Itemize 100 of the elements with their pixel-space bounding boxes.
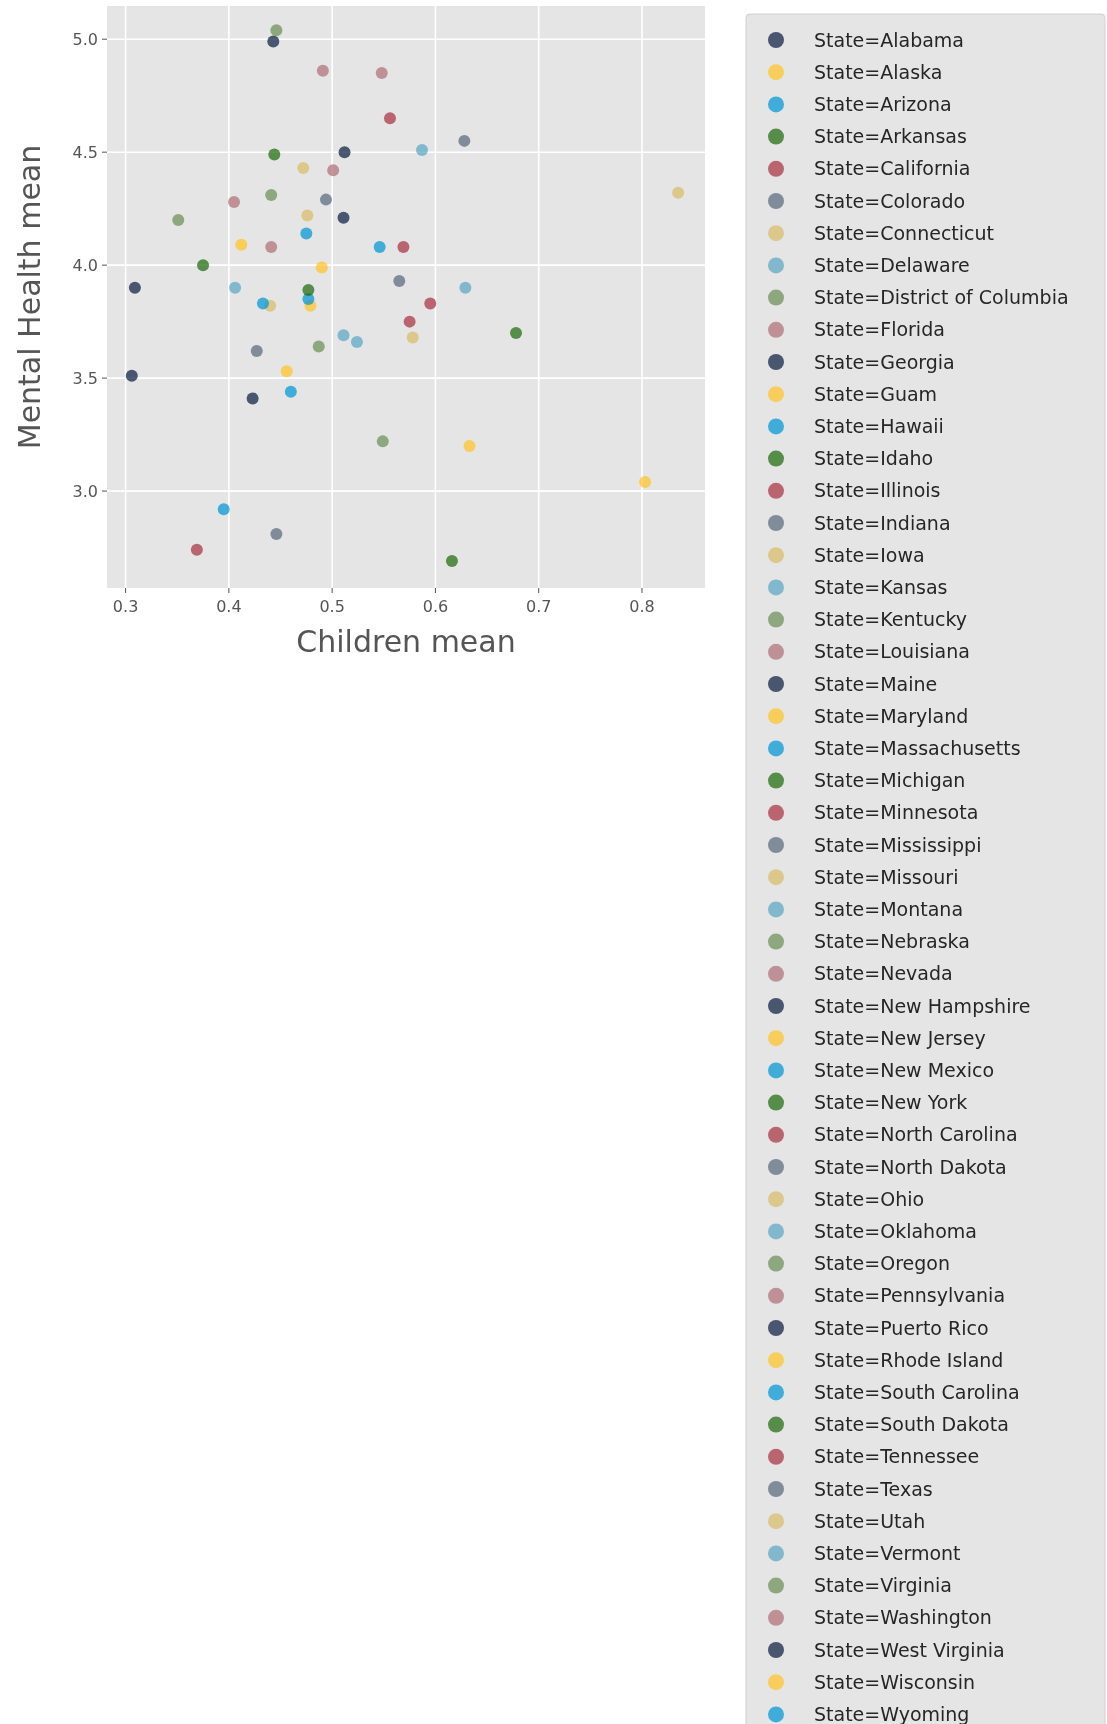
legend-label: State=Hawaii xyxy=(814,415,944,438)
point xyxy=(375,67,388,80)
legend-label: State=Rhode Island xyxy=(814,1348,1004,1371)
point xyxy=(327,164,340,177)
legend-label: State=New Jersey xyxy=(814,1026,986,1049)
y-tick-label: 4.0 xyxy=(72,255,98,275)
legend-label: State=Indiana xyxy=(814,511,951,534)
legend-label: State=Arizona xyxy=(814,93,952,116)
legend-label: State=Maine xyxy=(814,672,938,695)
point xyxy=(235,238,248,251)
point xyxy=(445,555,458,568)
x-tick-label: 0.6 xyxy=(422,597,449,616)
legend-label: State=Missouri xyxy=(814,865,959,888)
legend-label: State=Utah xyxy=(814,1509,926,1532)
point xyxy=(284,385,297,398)
legend-label: State=Idaho xyxy=(814,447,934,470)
point xyxy=(297,162,310,174)
point xyxy=(459,281,472,294)
legend-label: State=Illinois xyxy=(814,479,941,502)
point xyxy=(350,335,363,348)
legend-label: State=Montana xyxy=(814,898,964,921)
x-tick-label: 0.8 xyxy=(629,597,655,616)
point xyxy=(315,261,328,274)
point xyxy=(312,340,325,353)
point xyxy=(319,193,332,206)
point xyxy=(337,211,350,224)
legend-label: State=South Carolina xyxy=(814,1381,1020,1404)
point xyxy=(376,435,389,448)
point xyxy=(265,189,278,202)
legend-label: State=Colorado xyxy=(814,189,966,212)
point xyxy=(128,281,141,294)
legend-label: State=Puerto Rico xyxy=(814,1316,989,1339)
legend-label: State=Mississippi xyxy=(814,833,982,856)
x-tick-label: 0.4 xyxy=(216,597,242,616)
x-tick-label: 0.5 xyxy=(319,597,345,616)
point xyxy=(265,241,278,254)
legend-label: State=Vermont xyxy=(814,1542,961,1565)
legend-label: State=Michigan xyxy=(814,769,966,792)
point xyxy=(246,392,259,405)
legend-label: State=District of Columbia xyxy=(814,286,1069,309)
legend-label: State=Maryland xyxy=(814,704,969,727)
legend-label: State=Florida xyxy=(814,318,945,341)
point xyxy=(458,134,471,147)
legend-label: State=Georgia xyxy=(814,350,955,373)
point xyxy=(316,64,329,77)
legend-label: State=Tennessee xyxy=(814,1445,980,1468)
y-tick-label: 3.0 xyxy=(72,481,98,501)
legend-label: State=West Virginia xyxy=(814,1638,1005,1661)
point xyxy=(217,503,230,516)
legend-label: State=Ohio xyxy=(814,1187,925,1210)
legend-label: State=California xyxy=(814,157,971,180)
point xyxy=(416,143,429,156)
point xyxy=(302,284,315,296)
legend-label: State=Oregon xyxy=(814,1252,950,1275)
point xyxy=(639,476,652,489)
legend-label: State=New Mexico xyxy=(814,1059,995,1082)
y-axis-title: Mental Health mean xyxy=(12,144,47,450)
legend-label: State=Oklahoma xyxy=(814,1220,977,1243)
legend-label: State=North Carolina xyxy=(814,1123,1018,1146)
y-tick-label: 5.0 xyxy=(72,29,98,49)
point xyxy=(403,315,416,328)
point xyxy=(337,329,350,342)
legend-label: State=Connecticut xyxy=(814,221,994,244)
point xyxy=(267,35,280,48)
point xyxy=(373,241,386,254)
y-tick-label: 3.5 xyxy=(72,368,98,388)
point xyxy=(301,209,314,222)
point xyxy=(424,297,437,310)
point xyxy=(280,365,293,378)
legend-label: State=Alaska xyxy=(814,60,943,83)
legend-label: State=Arkansas xyxy=(814,125,967,148)
legend-label: State=Washington xyxy=(814,1606,992,1629)
legend-label: State=New Hampshire xyxy=(814,994,1031,1017)
x-tick-label: 0.3 xyxy=(112,597,139,616)
legend-label: State=Louisiana xyxy=(814,640,970,663)
legend-label: State=Texas xyxy=(814,1477,933,1500)
legend-label: State=Delaware xyxy=(814,254,970,277)
legend-label: State=Nevada xyxy=(814,962,953,985)
point xyxy=(270,24,283,37)
point xyxy=(228,195,241,208)
legend-label: State=Minnesota xyxy=(814,801,979,824)
point xyxy=(172,213,185,226)
point xyxy=(270,528,283,540)
y-tick-label: 4.5 xyxy=(72,142,98,162)
legend-label: State=Virginia xyxy=(814,1574,952,1597)
point xyxy=(393,274,406,287)
legend-label: State=New York xyxy=(814,1091,968,1114)
x-axis-title: Children mean xyxy=(296,624,516,659)
legend-label: State=North Dakota xyxy=(814,1155,1007,1178)
point xyxy=(463,439,476,452)
point xyxy=(256,297,269,310)
legend-label: State=Kentucky xyxy=(814,608,967,631)
point xyxy=(509,326,522,339)
point xyxy=(406,331,419,344)
point xyxy=(197,259,210,272)
point xyxy=(268,148,281,161)
point xyxy=(383,112,396,125)
legend-label: State=Pennsylvania xyxy=(814,1284,1006,1307)
point xyxy=(250,345,263,357)
point xyxy=(190,543,203,556)
